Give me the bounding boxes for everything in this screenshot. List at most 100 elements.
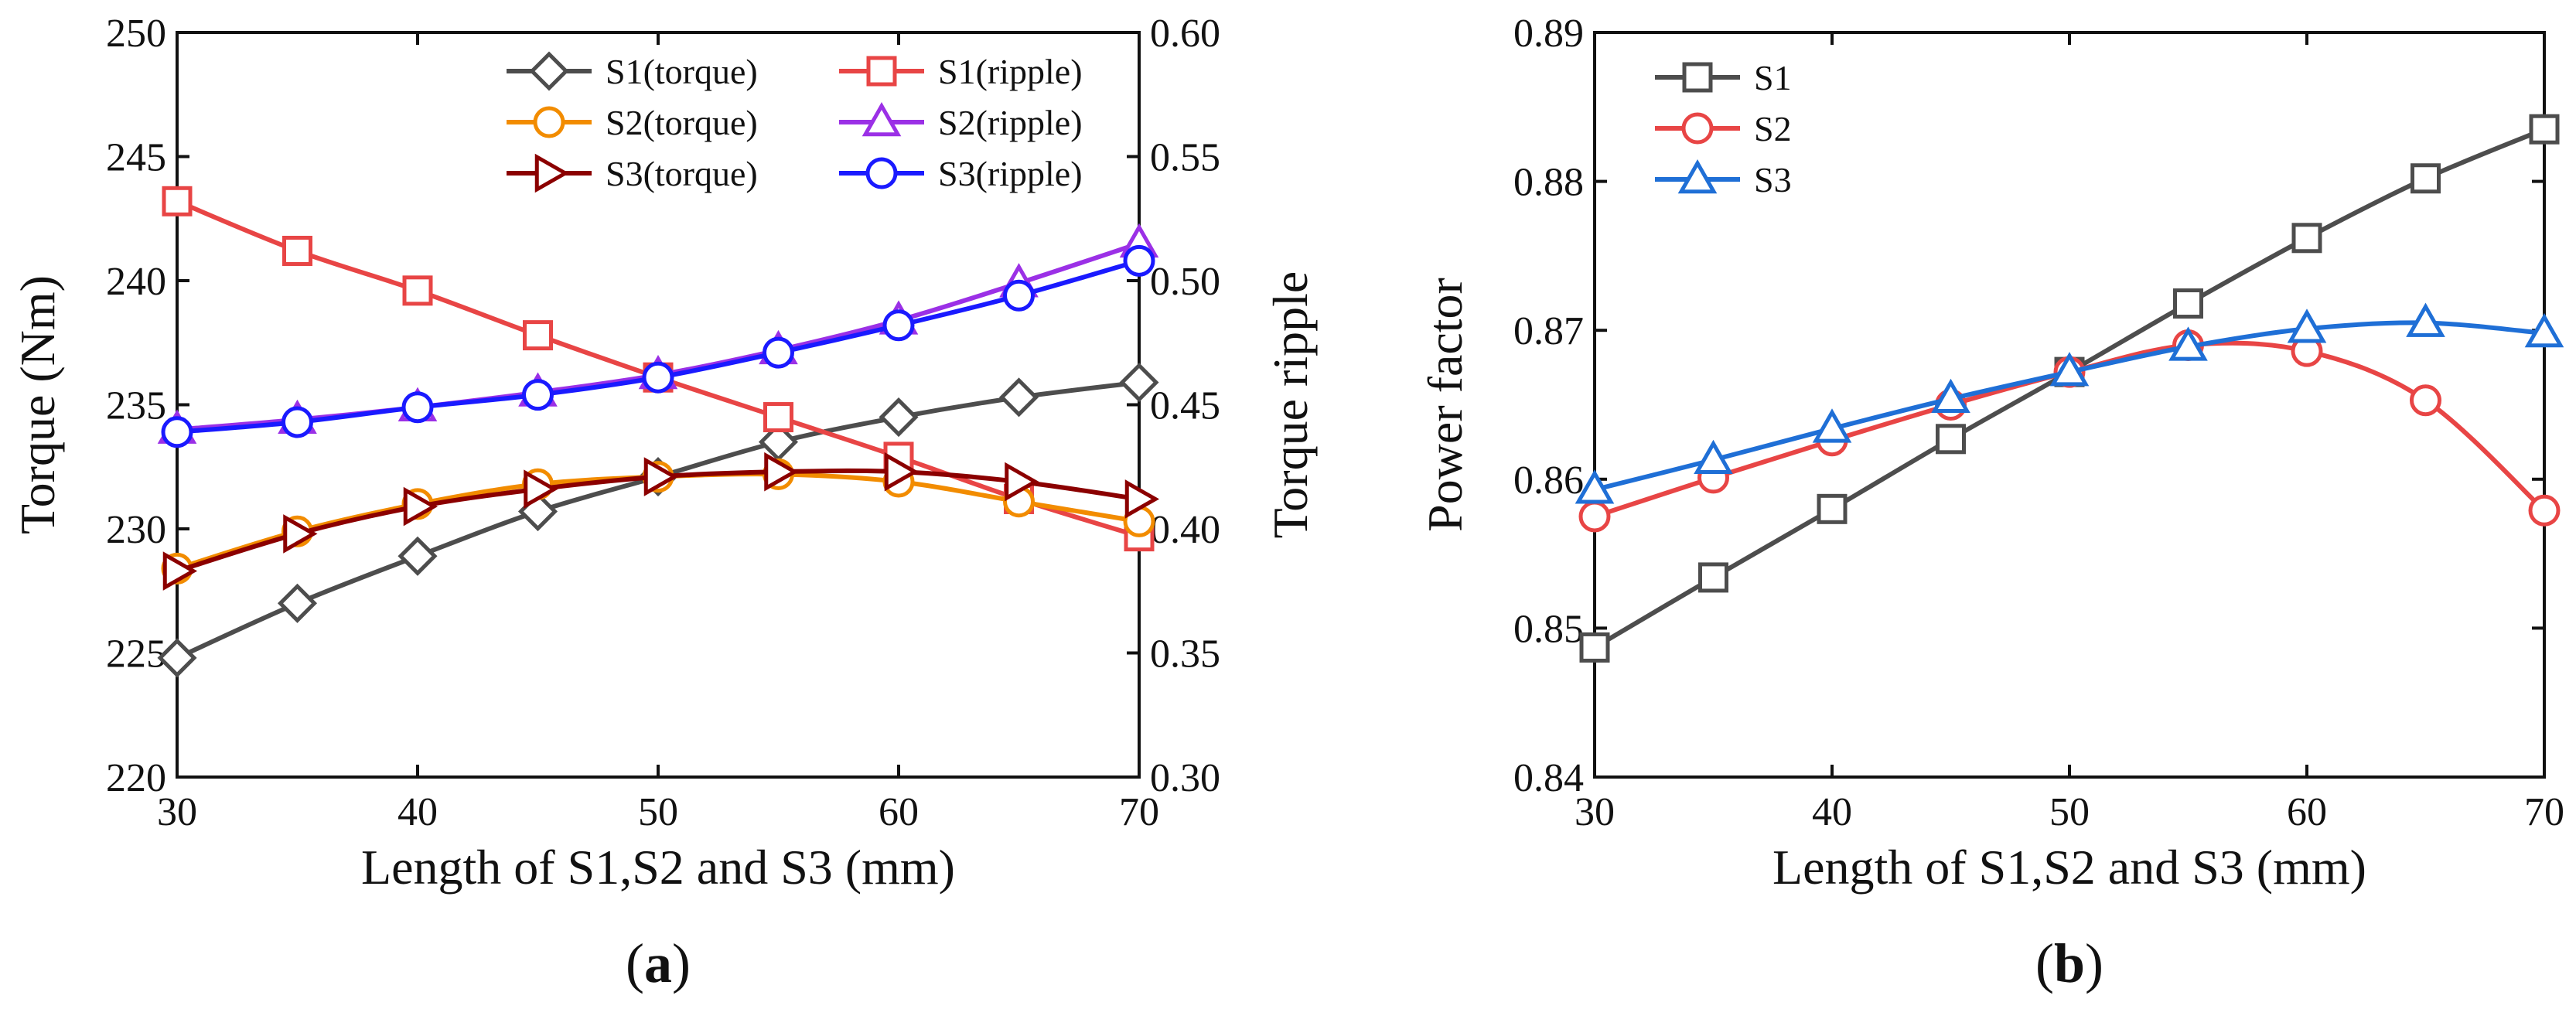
y-right-tick-label: 0.45: [1150, 384, 1220, 428]
y-right-tick-label: 0.30: [1150, 756, 1220, 800]
legend-label: S1(torque): [606, 52, 758, 91]
data-point: [763, 336, 794, 369]
data-point: [401, 391, 434, 424]
data-point: [998, 377, 1039, 418]
data-point: [1817, 493, 1848, 524]
data-point: [161, 416, 193, 448]
chart-a: 30 40 50 60 70 220 225 230 235 240 245 250 0.30 0.35 0…: [10, 12, 1318, 994]
subplot-label: (b): [2035, 932, 2103, 994]
x-tick-label: 40: [397, 790, 438, 834]
legend-label: S1(ripple): [938, 52, 1083, 91]
data-point: [1579, 632, 1610, 663]
data-point: [642, 361, 674, 394]
y-right-tick-label: 0.55: [1150, 136, 1220, 180]
legend-item: S1: [1655, 58, 1792, 97]
data-point: [1936, 424, 1966, 455]
data-point: [2287, 308, 2327, 343]
y-right-tick-label: 0.35: [1150, 632, 1220, 677]
data-point: [764, 452, 799, 492]
legend-item: S2(torque): [507, 103, 758, 142]
data-point: [879, 397, 919, 438]
data-point: [162, 186, 193, 216]
y-tick-label: 240: [106, 260, 166, 304]
legend-marker: [866, 56, 897, 87]
x-tick-label: 30: [1575, 790, 1615, 834]
x-tick-label: 40: [1812, 790, 1852, 834]
legend-item: S3: [1655, 159, 1792, 199]
series-s1: [1579, 114, 2560, 663]
plot-frame: [1593, 31, 2546, 779]
series-line: [1594, 320, 2545, 493]
y-right-tick-label: 0.50: [1150, 260, 1220, 304]
x-tick-label: 60: [2287, 790, 2327, 834]
x-axis-label: Length of S1,S2 and S3 (mm): [361, 840, 955, 895]
data-point: [1003, 279, 1035, 312]
data-point: [1119, 363, 1159, 403]
series-s1-torque-: [157, 363, 1159, 678]
data-point: [884, 452, 920, 492]
y-tick-label: 225: [106, 632, 166, 677]
legend-item: S1(torque): [507, 51, 758, 91]
legend-marker: [1682, 62, 1713, 93]
y-tick-label: 0.88: [1513, 161, 1584, 205]
y-tick-label: 0.89: [1513, 12, 1584, 56]
x-tick-label: 60: [879, 790, 919, 834]
data-point: [523, 320, 553, 351]
series-line: [176, 380, 1140, 660]
series-s3-ripple-: [161, 244, 1155, 448]
legend-marker: [533, 106, 565, 138]
data-point: [763, 402, 793, 433]
series-s3-torque-: [162, 452, 1160, 591]
legend-item: S3(ripple): [839, 154, 1083, 193]
data-point: [2410, 384, 2441, 417]
legend-label: S2(ripple): [938, 103, 1083, 142]
x-tick-label: 50: [638, 790, 678, 834]
y-tick-label: 245: [106, 136, 166, 180]
data-point: [524, 469, 558, 509]
y-right-tick-label: 0.40: [1150, 508, 1220, 552]
legend-label: S3: [1754, 160, 1792, 199]
x-axis-label: Length of S1,S2 and S3 (mm): [1772, 840, 2366, 895]
data-point: [2529, 114, 2560, 145]
legend-label: S3(torque): [606, 154, 758, 193]
series-line: [176, 258, 1140, 435]
y-right-tick-label: 0.60: [1150, 12, 1220, 56]
legend-item: S1(ripple): [839, 52, 1083, 91]
data-point: [2049, 352, 2090, 387]
data-point: [1931, 378, 1970, 414]
data-point: [2291, 223, 2322, 254]
subplot-label: (a): [626, 932, 691, 994]
data-point: [2406, 302, 2445, 337]
data-point: [2524, 313, 2564, 348]
data-point: [2528, 494, 2561, 527]
y-axis-label: Torque (Nm): [10, 275, 65, 534]
legend-label: S2: [1754, 109, 1792, 148]
data-point: [882, 309, 915, 342]
legend-marker: [865, 157, 898, 189]
legend-marker: [529, 51, 569, 91]
data-point: [1123, 244, 1155, 277]
data-point: [1124, 479, 1160, 519]
y-tick-label: 0.85: [1513, 607, 1584, 651]
legend-item: S2: [1655, 109, 1792, 148]
data-point: [1005, 462, 1039, 502]
data-point: [2411, 163, 2441, 194]
data-point: [1575, 469, 1615, 504]
data-point: [1812, 408, 1852, 443]
legend-marker: [1677, 159, 1718, 194]
data-point: [2173, 288, 2203, 319]
series-s3: [1575, 302, 2564, 504]
plot-frame: [176, 31, 1141, 779]
data-point: [277, 583, 318, 623]
y-tick-label: 0.87: [1513, 309, 1584, 353]
legend-label: S3(ripple): [938, 154, 1083, 193]
x-tick-label: 50: [2049, 790, 2090, 834]
legend-marker: [534, 153, 570, 193]
x-tick-label: 30: [157, 790, 197, 834]
data-point: [282, 235, 312, 266]
y-right-axis-label: Torque ripple: [1263, 271, 1318, 539]
data-point: [157, 638, 197, 678]
y-axis-label: Power factor: [1418, 278, 1472, 532]
data-point: [281, 406, 313, 438]
